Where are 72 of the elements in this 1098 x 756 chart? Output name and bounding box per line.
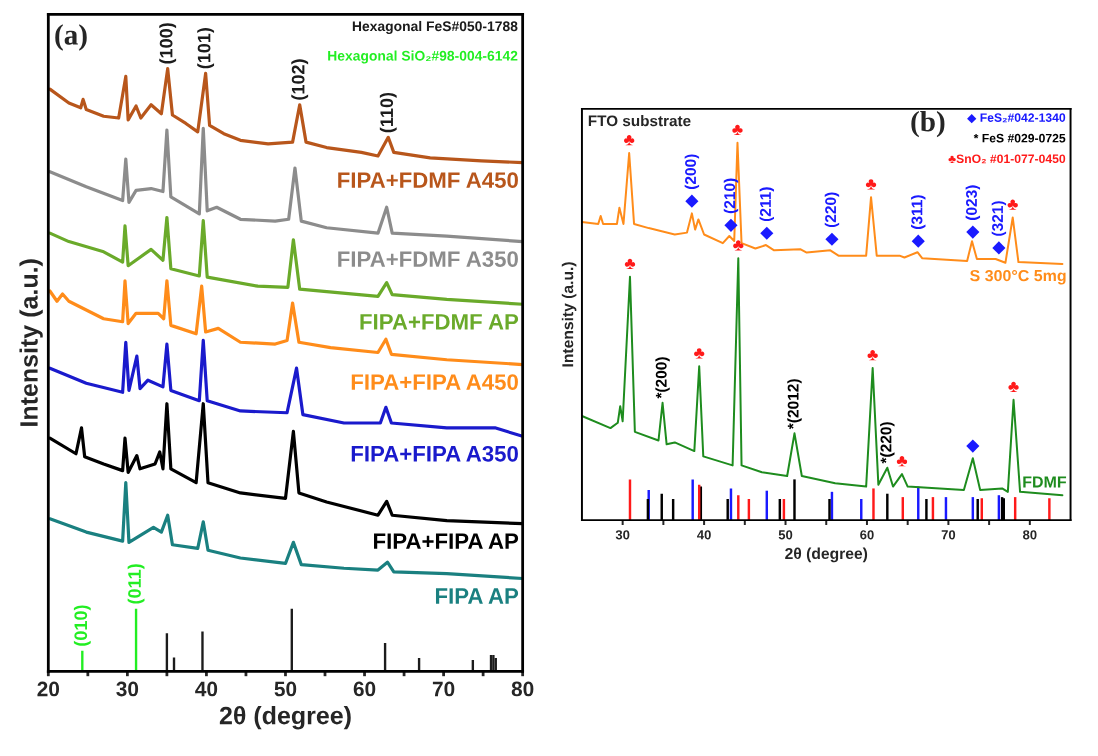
- annotation: ◆: [760, 226, 774, 240]
- text: Hexagonal FeS#050-1788: [352, 20, 518, 34]
- annotation: (321): [991, 201, 1007, 236]
- bar: [691, 479, 694, 521]
- annotation: (311): [911, 195, 926, 229]
- annotation: ♣: [624, 258, 636, 270]
- series-label: FIPA+FIPA A350: [351, 445, 518, 462]
- annotation: (210): [723, 178, 739, 214]
- x-tick-label: 30: [615, 530, 630, 540]
- annotation: (102): [291, 59, 309, 100]
- annotation: (100): [159, 23, 177, 64]
- annotation: ◆: [911, 234, 925, 248]
- bar: [201, 631, 204, 672]
- annotation: ♣: [865, 179, 877, 190]
- annotation: (110): [379, 92, 397, 133]
- x-tick-label: 80: [1022, 530, 1037, 540]
- annotation: (011): [127, 564, 145, 604]
- series-label: FIPA+FIPA A450: [351, 374, 518, 390]
- x-tick-label: 40: [195, 681, 218, 697]
- series-label: FDMF: [1023, 476, 1067, 488]
- text: (b): [911, 110, 945, 138]
- x-axis-title: 2θ (degree): [219, 706, 351, 730]
- x-tick-label: 70: [432, 681, 455, 697]
- text: Hexagonal SiO₂#98-004-6142: [328, 50, 518, 64]
- text: ◆ FeS₂#042-1340: [967, 113, 1066, 124]
- annotation: (220): [824, 192, 840, 228]
- annotation: *(200): [655, 357, 670, 399]
- annotation: (023): [965, 185, 981, 220]
- annotation: ◆: [825, 232, 839, 246]
- y-axis-title: Intensity (a.u.): [19, 259, 43, 426]
- text: FTO substrate: [588, 115, 691, 127]
- annotation: ♣: [732, 124, 743, 136]
- x-tick-label: 30: [116, 681, 139, 697]
- annotation: ◆: [992, 241, 1006, 255]
- annotation: (010): [73, 605, 91, 646]
- annotation: ◆: [685, 194, 699, 208]
- series-label: FIPA+FDMF A450: [338, 172, 518, 188]
- bar: [737, 495, 740, 521]
- x-tick-label: 50: [274, 681, 297, 697]
- series-label: FIPA+FDMF A350: [338, 251, 518, 267]
- y-axis-title: Intensity (a.u.): [561, 262, 577, 367]
- bar: [1048, 498, 1051, 521]
- annotation: (211): [759, 187, 775, 222]
- series-label: FIPA+FIPA AP: [374, 533, 519, 549]
- x-axis-title: 2θ (degree): [785, 547, 868, 563]
- annotation: ◆: [966, 225, 980, 239]
- series-label: FIPA AP: [435, 588, 519, 604]
- bar: [872, 488, 875, 521]
- x-tick-label: 80: [511, 681, 534, 697]
- series-label: FIPA+FDMF AP: [360, 314, 519, 330]
- annotation: ◆: [966, 439, 980, 453]
- annotation: (200): [684, 154, 700, 189]
- x-tick-label: 70: [941, 530, 956, 540]
- x-tick-label: 40: [697, 530, 711, 540]
- annotation: ♣: [624, 134, 635, 146]
- x-tick-label: 20: [37, 681, 60, 697]
- annotation: ♣: [896, 456, 908, 467]
- series-label: S 300°C 5mg: [970, 269, 1066, 285]
- x-tick-label: 60: [353, 681, 376, 697]
- text: (a): [55, 24, 87, 51]
- x-tick-label: 50: [778, 530, 793, 540]
- annotation: (101): [197, 28, 215, 69]
- annotation: *(2012): [787, 379, 802, 430]
- annotation: ♣: [733, 240, 744, 251]
- annotation: ♣: [1008, 381, 1019, 393]
- text: ♣SnO₂ #01-077-0450: [948, 154, 1066, 164]
- x-tick-label: 60: [860, 530, 874, 540]
- annotation: *(220): [880, 422, 895, 464]
- text: * FeS #029-0725: [973, 133, 1066, 143]
- annotation: ♣: [1007, 199, 1018, 210]
- annotation: ♣: [694, 348, 705, 359]
- annotation: ♣: [867, 350, 878, 361]
